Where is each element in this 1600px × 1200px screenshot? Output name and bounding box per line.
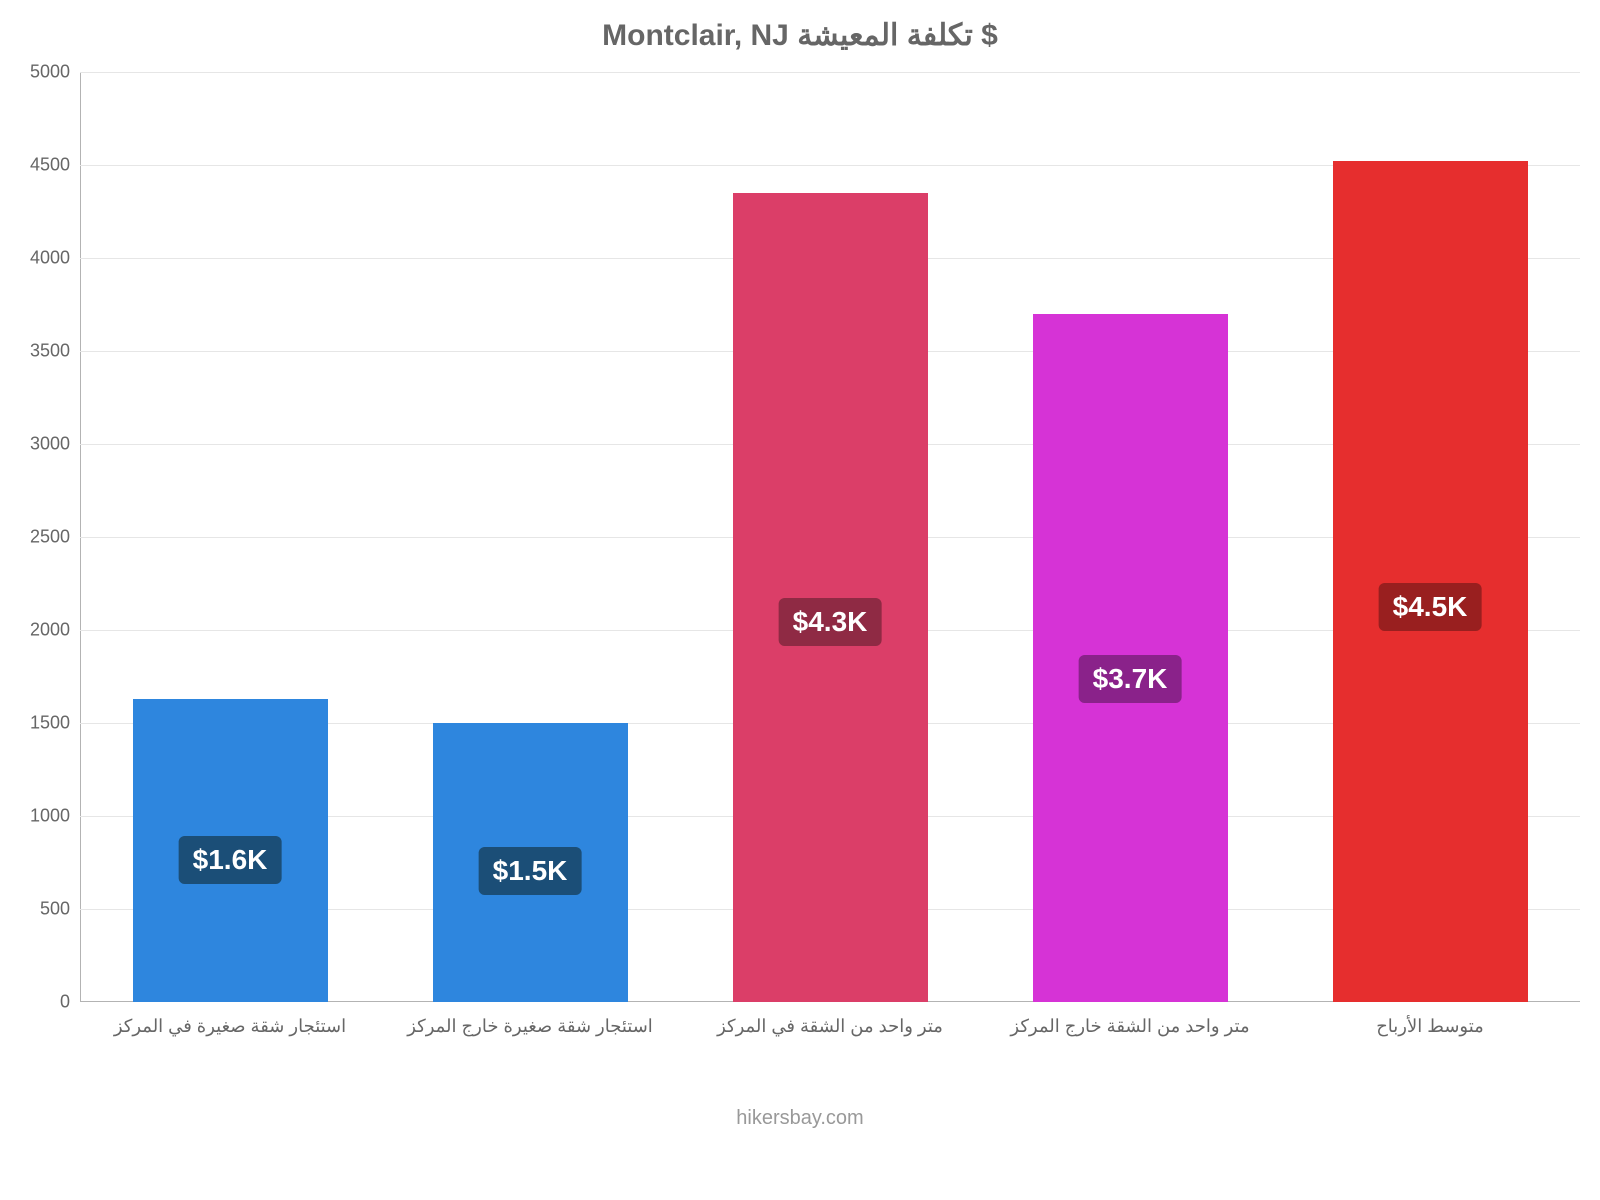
bar-value-badge: $1.6K [179,836,282,884]
x-tick-label: استئجار شقة صغيرة في المركز [114,1016,346,1037]
y-tick-label: 500 [10,899,70,920]
y-tick-label: 5000 [10,62,70,83]
y-tick-label: 0 [10,992,70,1013]
y-tick-label: 1000 [10,806,70,827]
y-tick-label: 2000 [10,620,70,641]
y-tick-label: 4500 [10,155,70,176]
bar-value-badge: $4.5K [1379,583,1482,631]
plot-area: 0500100015002000250030003500400045005000… [80,72,1580,1002]
bar-value-badge: $4.3K [779,598,882,646]
y-tick-label: 3500 [10,341,70,362]
y-tick-label: 1500 [10,713,70,734]
bar-value-badge: $3.7K [1079,655,1182,703]
chart-container: Montclair, NJ تكلفة المعيشة $ 0500100015… [0,0,1600,1200]
x-tick-label: استئجار شقة صغيرة خارج المركز [407,1016,653,1037]
x-tick-label: متوسط الأرباح [1376,1016,1484,1037]
x-tick-label: متر واحد من الشقة في المركز [717,1016,943,1037]
chart-title: Montclair, NJ تكلفة المعيشة $ [0,18,1600,53]
y-tick-label: 2500 [10,527,70,548]
x-tick-label: متر واحد من الشقة خارج المركز [1010,1016,1249,1037]
y-tick-label: 3000 [10,434,70,455]
gridline [80,72,1580,73]
y-tick-label: 4000 [10,248,70,269]
bar [1333,161,1528,1002]
bar-value-badge: $1.5K [479,847,582,895]
attribution: hikersbay.com [0,1107,1600,1130]
